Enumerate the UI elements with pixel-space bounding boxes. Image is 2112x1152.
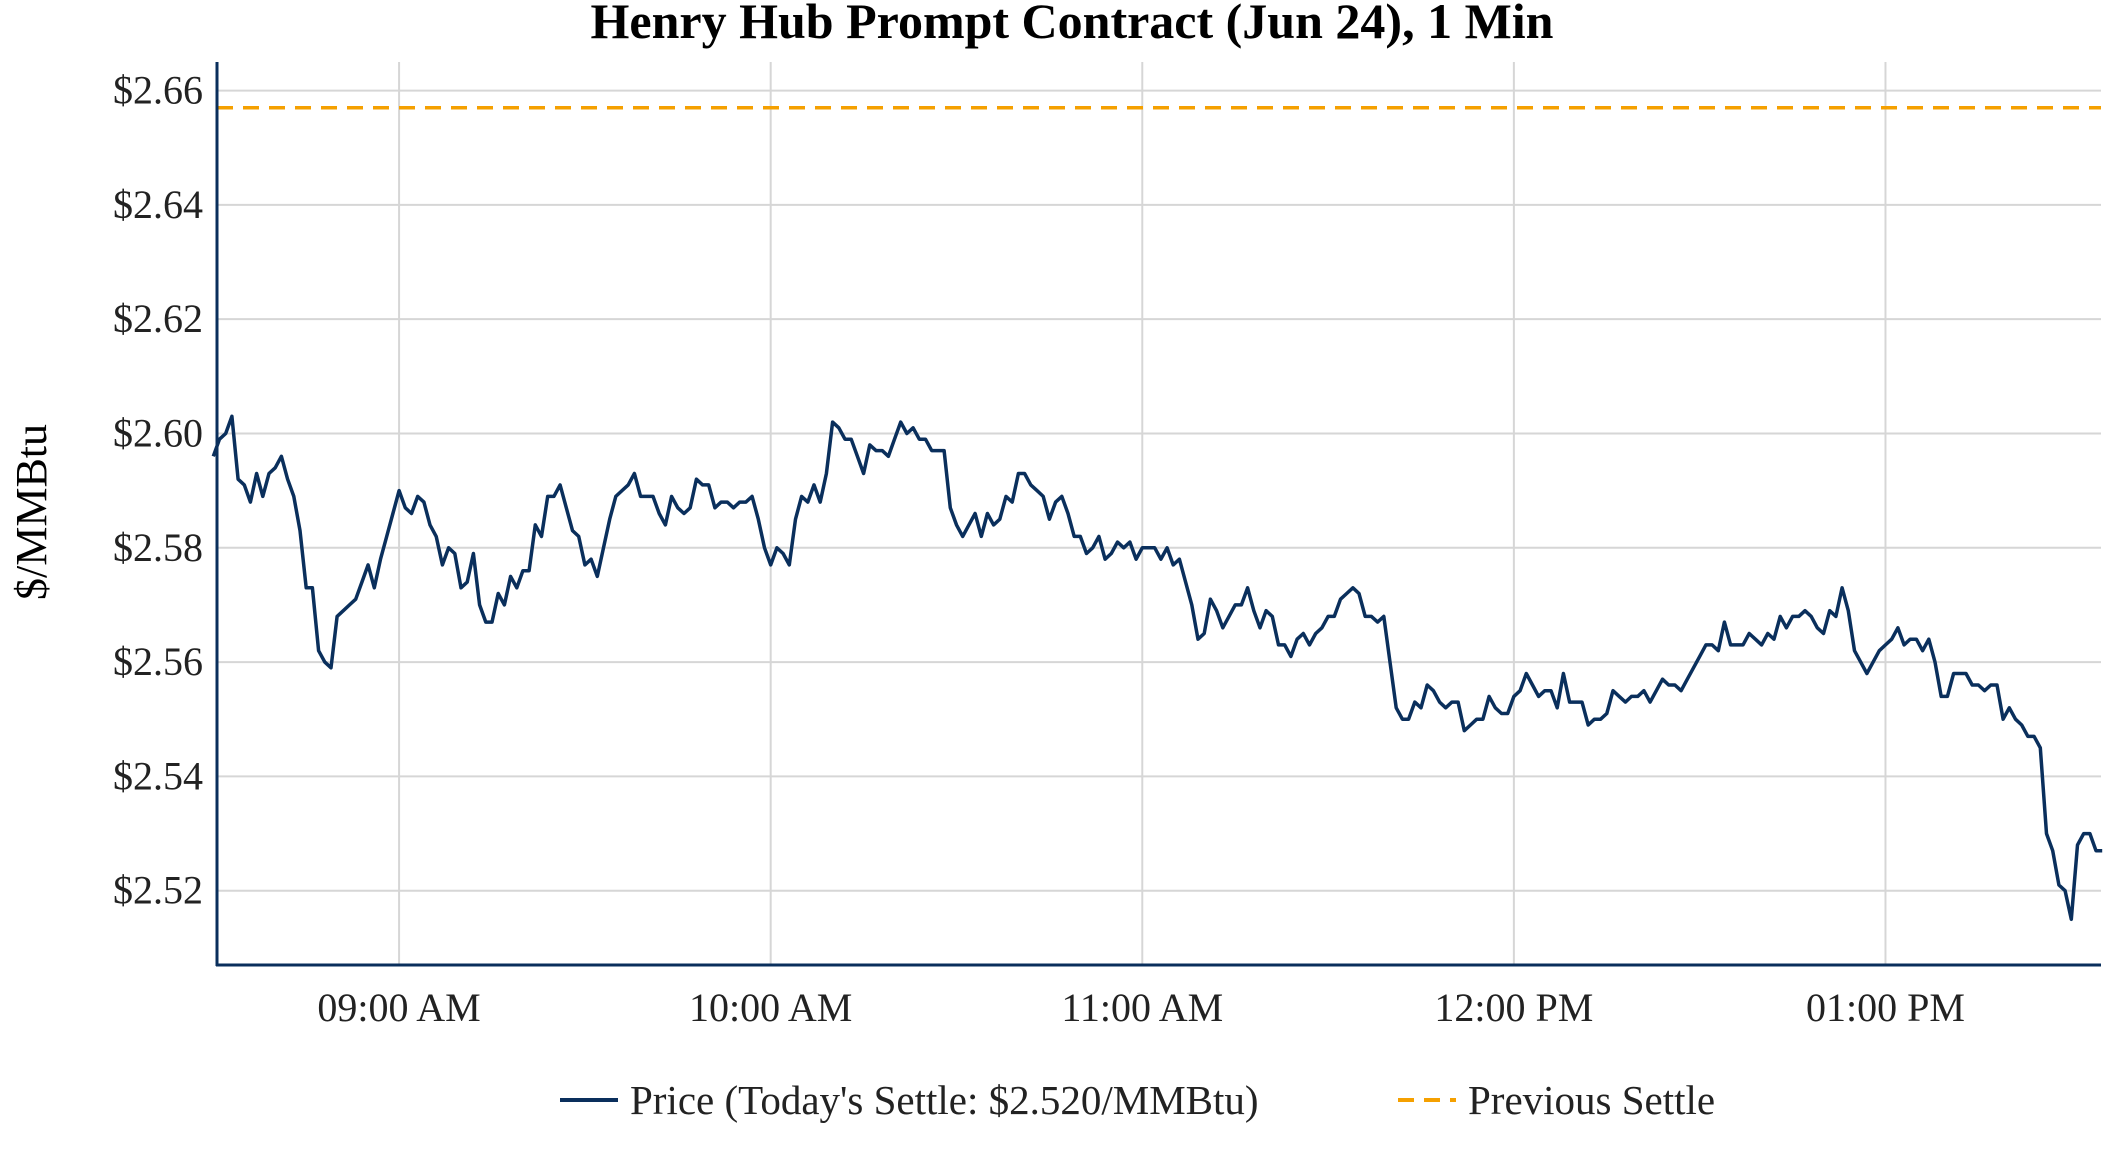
y-axis-ticks: $2.52 $2.54 $2.56 $2.58 $2.60 $2.62 $2.64 $2.66 (113, 68, 203, 913)
legend: Price (Today's Settle: $2.520/MMBtu) Pre… (560, 1077, 1715, 1123)
y-tick-label: $2.58 (113, 525, 203, 570)
y-tick-label: $2.66 (113, 68, 203, 113)
y-tick-label: $2.56 (113, 639, 203, 684)
x-tick-label: 10:00 AM (689, 985, 852, 1030)
x-axis-ticks: 09:00 AM 10:00 AM 11:00 AM 12:00 PM 01:00 PM (317, 985, 1965, 1030)
y-tick-label: $2.54 (113, 753, 203, 798)
x-tick-label: 01:00 PM (1806, 985, 1965, 1030)
y-tick-label: $2.64 (113, 182, 203, 227)
chart-title: Henry Hub Prompt Contract (Jun 24), 1 Mi… (591, 0, 1554, 49)
y-tick-label: $2.52 (113, 868, 203, 913)
y-tick-label: $2.62 (113, 296, 203, 341)
y-tick-label: $2.60 (113, 410, 203, 455)
x-tick-label: 11:00 AM (1061, 985, 1223, 1030)
x-tick-label: 09:00 AM (317, 985, 480, 1030)
y-axis-label: $/MMBtu (7, 424, 56, 600)
price-series-line (211, 414, 2103, 922)
legend-price-label: Price (Today's Settle: $2.520/MMBtu) (630, 1077, 1259, 1123)
x-tick-label: 12:00 PM (1434, 985, 1593, 1030)
legend-previous-settle-label: Previous Settle (1468, 1077, 1715, 1123)
grid (217, 62, 2101, 965)
